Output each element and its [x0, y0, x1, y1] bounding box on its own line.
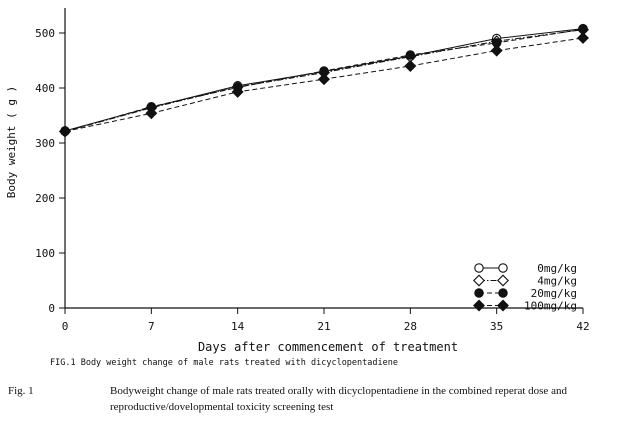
x-tick-label: 7 [148, 320, 155, 333]
y-tick-label: 400 [35, 82, 55, 95]
y-tick-label: 0 [48, 302, 55, 315]
x-tick-label: 42 [576, 320, 589, 333]
data-point [577, 31, 589, 44]
data-point [59, 125, 71, 138]
x-axis-label: Days after commencement of treatment [198, 340, 458, 354]
body-weight-chart: 0 100 200 300 400 500 0 7 14 21 28 35 42 Body weight… [5, 8, 590, 354]
y-tick-label: 300 [35, 137, 55, 150]
y-tick-label: 500 [35, 27, 55, 40]
legend-marker [498, 288, 508, 298]
legend-item: 20mg/kg [474, 287, 577, 300]
y-tick-label: 100 [35, 247, 55, 260]
caption-text: Bodyweight change of male rats treated o… [110, 385, 567, 413]
legend-label: 4mg/kg [537, 275, 577, 288]
x-tick-label: 28 [404, 320, 417, 333]
data-point [490, 44, 503, 57]
legend-marker [473, 299, 485, 312]
data-point [145, 107, 158, 120]
x-tick-label: 14 [231, 320, 245, 333]
y-axis-label: Body weight ( g ) [5, 86, 18, 199]
chart-axes: 0 100 200 300 400 500 0 7 14 21 28 35 42 [35, 8, 590, 333]
caption-number: Fig. 1 [8, 385, 34, 397]
data-point [318, 73, 330, 86]
data-point [404, 60, 417, 72]
legend-item: 100mg/kg [473, 299, 577, 313]
figure-label: FIG.1 Body weight change of male rats tr… [50, 358, 398, 368]
figure-caption: Fig. 1 Bodyweight change of male rats tr… [8, 383, 623, 415]
legend-item: 4mg/kg [473, 274, 577, 288]
legend-label: 20mg/kg [531, 287, 577, 300]
legend-item: 0mg/kg [474, 262, 577, 275]
series-100mg-kg [59, 31, 589, 138]
data-point [405, 50, 416, 60]
data-point [231, 85, 244, 98]
legend-marker [474, 263, 484, 273]
y-axis-label-group: Body weight ( g ) [5, 86, 18, 199]
y-tick-label: 200 [35, 192, 55, 205]
legend-marker [497, 299, 509, 312]
x-tick-label: 21 [317, 320, 330, 333]
series-layer [59, 23, 589, 138]
legend-marker [497, 274, 509, 287]
legend-marker [498, 263, 508, 273]
legend-marker [474, 288, 484, 298]
x-tick-label: 0 [62, 320, 69, 333]
x-tick-label: 35 [490, 320, 503, 333]
legend-label: 0mg/kg [537, 262, 577, 275]
legend-label: 100mg/kg [524, 300, 577, 313]
legend-marker [473, 274, 485, 287]
